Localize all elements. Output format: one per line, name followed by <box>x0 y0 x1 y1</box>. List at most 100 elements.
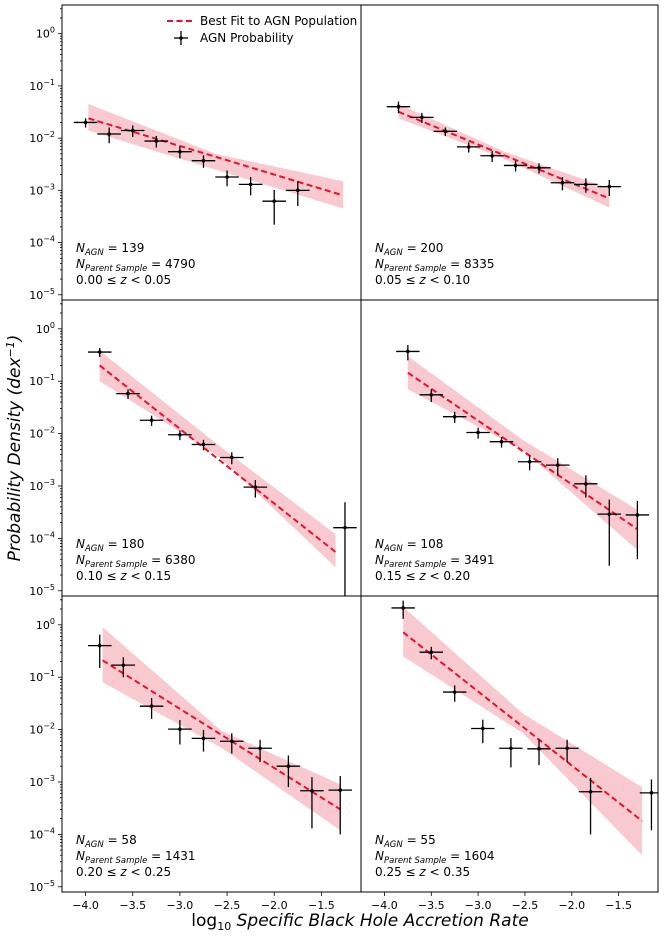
data-marker <box>565 746 569 751</box>
data-point <box>410 112 434 123</box>
data-marker <box>97 350 102 354</box>
y-tick-base: 10 <box>29 237 43 250</box>
x-tick-label: −4.0 <box>371 899 398 912</box>
panel-plot-area <box>87 627 353 835</box>
y-tick-base: 10 <box>29 428 43 441</box>
n-agn-symbol: N <box>375 833 384 847</box>
n-parent-value: = 1604 <box>446 849 494 863</box>
y-tick-base: 10 <box>29 289 43 302</box>
data-marker <box>225 175 229 179</box>
data-marker <box>296 188 300 193</box>
n-agn-annotation: NAGN = 139 <box>76 241 144 258</box>
data-marker <box>513 163 518 168</box>
n-parent-annotation: NParent Sample = 4790 <box>76 257 196 274</box>
n-parent-subscript: Parent Sample <box>85 560 147 570</box>
y-tick-exponent: 0 <box>50 26 55 35</box>
redshift-high: < 0.10 <box>426 273 470 287</box>
n-parent-subscript: Parent Sample <box>85 264 147 274</box>
x-tick-label: −3.0 <box>167 899 194 912</box>
redshift-high: < 0.20 <box>426 569 470 583</box>
n-agn-symbol: N <box>76 833 85 847</box>
data-point <box>219 733 244 754</box>
n-parent-subscript: Parent Sample <box>384 560 446 570</box>
y-axis-label: Probability Density (dex−1) <box>4 335 25 562</box>
n-agn-symbol: N <box>76 537 85 551</box>
panel-plot-area <box>87 348 357 596</box>
y-tick-base: 10 <box>29 184 43 197</box>
y-tick-base: 10 <box>29 776 43 789</box>
x-axis-label: log10 Specific Black Hole Accretion Rate <box>191 911 528 933</box>
n-agn-value: = 58 <box>104 833 137 847</box>
panel-frame <box>360 4 659 301</box>
y-tick-base: 10 <box>29 532 43 545</box>
y-tick-base: 10 <box>29 724 43 737</box>
y-tick-exponent: −4 <box>43 235 55 244</box>
data-marker <box>607 512 612 516</box>
y-tick-label: 10−1 <box>29 373 55 388</box>
data-point <box>191 730 216 752</box>
n-parent-symbol: N <box>375 849 384 863</box>
y-tick-label: 10−2 <box>29 722 55 737</box>
data-marker <box>130 128 135 133</box>
x-label-log: log <box>191 911 217 931</box>
data-point <box>419 646 443 660</box>
data-marker <box>201 442 206 447</box>
data-point <box>527 739 551 766</box>
redshift-range-annotation: 0.15 ≤ z < 0.20 <box>375 569 470 583</box>
data-marker <box>509 746 513 751</box>
n-agn-annotation: NAGN = 55 <box>375 833 436 850</box>
data-point <box>466 427 490 439</box>
n-parent-symbol: N <box>375 553 384 567</box>
panel-plot-area <box>73 104 344 225</box>
y-tick-label: 100 <box>36 617 55 632</box>
y-tick-label: 10−5 <box>29 287 55 302</box>
data-point <box>550 177 575 191</box>
data-point <box>73 118 98 128</box>
n-agn-symbol: N <box>375 537 384 551</box>
n-parent-symbol: N <box>76 849 85 863</box>
y-tick-label: 10−3 <box>29 774 55 789</box>
data-marker <box>406 349 410 354</box>
data-marker <box>527 459 532 464</box>
x-label-main: Specific Black Hole Accretion Rate <box>231 911 529 931</box>
redshift-range-annotation: 0.05 ≤ z < 0.10 <box>375 273 470 287</box>
panel-frame <box>360 595 659 893</box>
data-marker <box>126 391 130 396</box>
redshift-low: 0.10 ≤ <box>76 569 120 583</box>
data-marker <box>401 606 405 610</box>
legend-points-label: AGN Probability <box>200 31 294 45</box>
n-agn-subscript: AGN <box>84 840 104 850</box>
data-point <box>546 458 570 476</box>
y-tick-exponent: −1 <box>43 669 55 678</box>
n-agn-value: = 200 <box>403 241 444 255</box>
redshift-low: 0.25 ≤ <box>375 865 419 879</box>
redshift-symbol: z <box>418 273 426 287</box>
n-agn-value: = 108 <box>403 537 444 551</box>
n-agn-value: = 180 <box>104 537 145 551</box>
redshift-high: < 0.25 <box>127 865 171 879</box>
data-point <box>300 777 324 829</box>
data-marker <box>499 439 504 444</box>
data-point <box>168 720 192 745</box>
y-tick-exponent: 0 <box>50 321 55 330</box>
redshift-low: 0.15 ≤ <box>375 569 419 583</box>
data-point <box>391 600 415 619</box>
y-tick-label: 10−3 <box>29 182 55 197</box>
redshift-low: 0.00 ≤ <box>76 273 120 287</box>
redshift-symbol: z <box>119 865 127 879</box>
data-marker <box>343 525 347 530</box>
data-marker <box>248 182 253 187</box>
data-point <box>578 777 603 835</box>
best-fit-line <box>407 371 638 530</box>
data-marker <box>466 145 471 149</box>
panel-plot-area <box>391 600 658 856</box>
data-marker <box>537 166 541 170</box>
n-parent-subscript: Parent Sample <box>384 856 446 866</box>
data-marker <box>635 513 640 517</box>
y-tick-exponent: −2 <box>43 722 55 731</box>
data-marker <box>607 184 612 189</box>
redshift-symbol: z <box>418 569 426 583</box>
